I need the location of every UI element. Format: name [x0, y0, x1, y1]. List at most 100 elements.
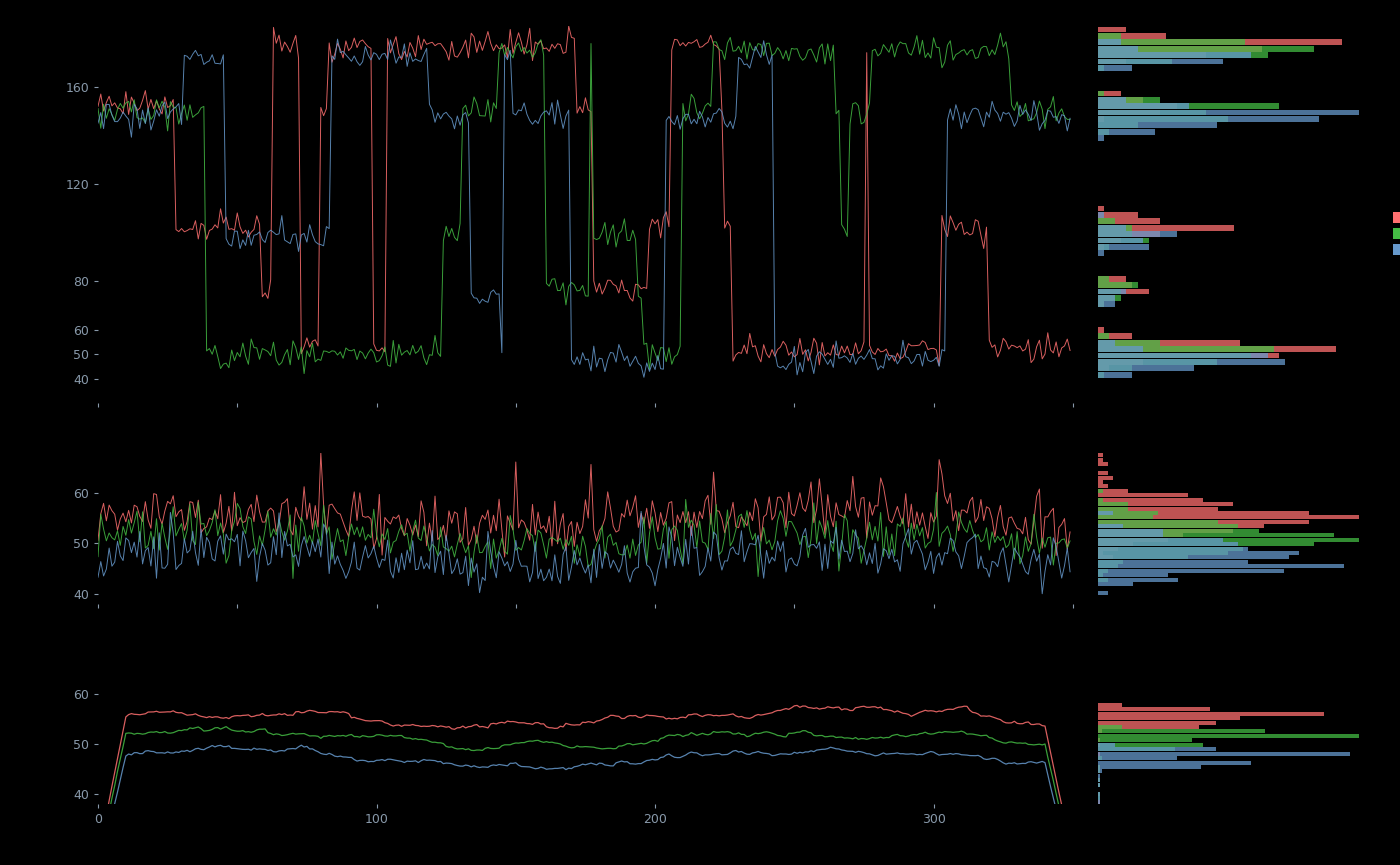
Bar — [1098, 218, 1114, 224]
Bar — [1098, 555, 1113, 560]
Bar — [1098, 250, 1103, 256]
Bar — [1098, 33, 1166, 39]
Bar — [1098, 564, 1344, 568]
Bar — [1098, 591, 1107, 595]
Bar — [1098, 212, 1138, 218]
Bar — [1098, 520, 1309, 524]
Bar — [1098, 123, 1138, 128]
Bar — [1098, 547, 1249, 550]
Bar — [1098, 476, 1113, 479]
Bar — [1098, 27, 1126, 32]
Bar — [1098, 524, 1239, 529]
Bar — [1098, 765, 1100, 769]
Bar — [1098, 40, 1120, 45]
Bar — [1098, 582, 1133, 586]
Bar — [1098, 116, 1103, 122]
Bar — [1098, 516, 1154, 520]
Bar — [1098, 712, 1324, 715]
Bar — [1098, 796, 1100, 800]
Bar — [1098, 497, 1203, 502]
Bar — [1098, 568, 1284, 573]
Bar — [1098, 218, 1161, 224]
Bar — [1098, 244, 1103, 250]
Bar — [1098, 244, 1109, 250]
Bar — [1098, 295, 1114, 301]
Bar — [1098, 533, 1334, 537]
Bar — [1098, 739, 1100, 742]
Bar — [1098, 520, 1218, 524]
Bar — [1098, 458, 1103, 462]
Bar — [1098, 791, 1100, 796]
Bar — [1098, 783, 1100, 786]
Bar — [1098, 560, 1249, 564]
Bar — [1098, 372, 1103, 377]
Bar — [1098, 225, 1131, 230]
Bar — [1098, 756, 1100, 760]
Bar — [1098, 739, 1193, 742]
Bar — [1098, 289, 1120, 294]
Bar — [1098, 46, 1263, 52]
Bar — [1098, 52, 1205, 58]
Bar — [1098, 765, 1100, 769]
Bar — [1098, 511, 1113, 515]
Bar — [1098, 778, 1100, 782]
Bar — [1098, 484, 1107, 489]
Bar — [1098, 103, 1280, 109]
Bar — [1098, 238, 1149, 243]
Bar — [1098, 480, 1103, 484]
Bar — [1098, 91, 1120, 96]
Bar — [1098, 453, 1103, 458]
Bar — [1098, 340, 1114, 346]
Bar — [1098, 40, 1246, 45]
Bar — [1098, 359, 1285, 365]
Bar — [1098, 507, 1128, 510]
Bar — [1098, 52, 1252, 58]
Bar — [1098, 238, 1144, 243]
Bar — [1098, 511, 1309, 515]
Bar — [1098, 756, 1177, 760]
Bar — [1098, 302, 1114, 307]
Bar — [1098, 65, 1131, 71]
Bar — [1098, 542, 1313, 546]
Bar — [1098, 295, 1114, 301]
Bar — [1098, 489, 1128, 493]
Bar — [1098, 231, 1131, 237]
Bar — [1098, 729, 1102, 734]
Bar — [1098, 503, 1233, 506]
Bar — [1098, 289, 1149, 294]
Bar — [1098, 573, 1103, 577]
Bar — [1098, 97, 1126, 103]
Bar — [1098, 59, 1172, 64]
Bar — [1098, 547, 1243, 550]
Bar — [1098, 91, 1103, 96]
Bar — [1098, 295, 1120, 301]
Bar — [1098, 110, 1205, 115]
Bar — [1098, 703, 1121, 707]
Bar — [1098, 462, 1107, 466]
Bar — [1098, 542, 1133, 546]
Bar — [1098, 225, 1233, 230]
Bar — [1098, 333, 1109, 339]
Bar — [1098, 778, 1100, 782]
Bar — [1098, 302, 1103, 307]
Bar — [1098, 551, 1103, 555]
Bar — [1098, 346, 1144, 352]
Bar — [1098, 743, 1203, 746]
Bar — [1098, 800, 1100, 804]
Bar — [1098, 765, 1201, 769]
Bar — [1098, 783, 1100, 786]
Bar — [1098, 760, 1252, 765]
Bar — [1098, 46, 1313, 52]
Bar — [1098, 752, 1100, 756]
Bar — [1098, 756, 1102, 760]
Bar — [1098, 346, 1274, 352]
Bar — [1098, 97, 1161, 103]
Bar — [1098, 231, 1177, 237]
Bar — [1098, 529, 1163, 533]
Bar — [1098, 282, 1131, 288]
Bar — [1098, 725, 1198, 729]
Bar — [1098, 721, 1217, 725]
Bar — [1098, 129, 1109, 135]
Bar — [1098, 52, 1268, 58]
Bar — [1098, 791, 1100, 796]
